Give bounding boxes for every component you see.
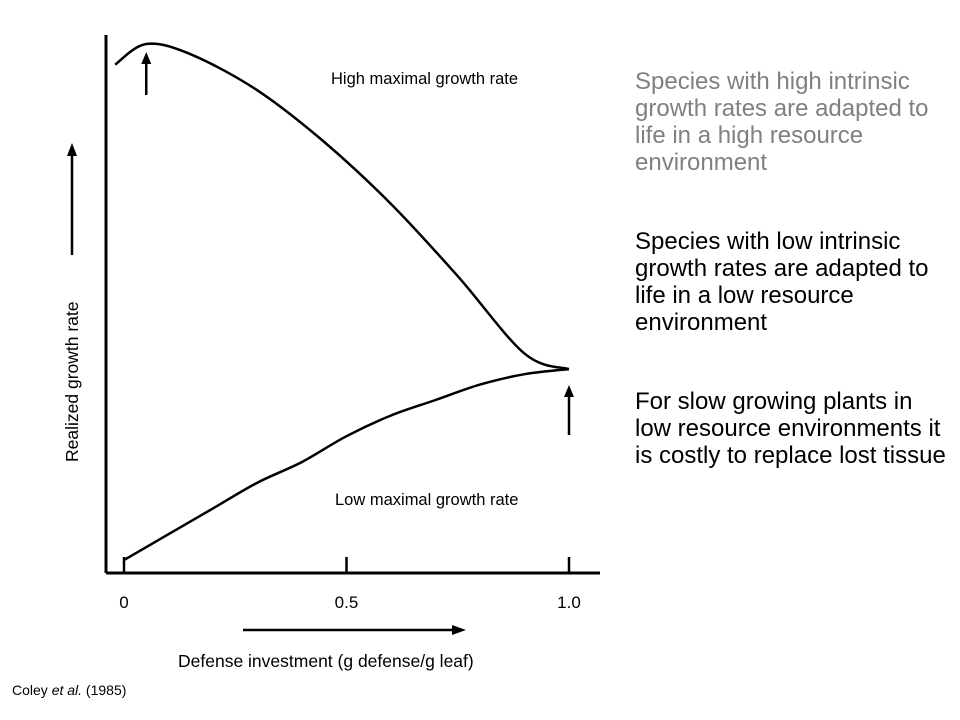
y-axis-title: Realized growth rate: [62, 302, 82, 463]
chart-labels: 0 0.5 1.0 High maximal growth rate Low maxim…: [62, 70, 581, 671]
x-tick-label: 1.0: [557, 593, 581, 612]
note-slow-growing: For slow growing plants in low resource …: [635, 388, 946, 469]
high-growth-label: High maximal growth rate: [331, 70, 518, 88]
annotation-arrows: [67, 52, 574, 635]
high-growth-curve: [114, 42, 570, 371]
chart-axes: [104, 35, 600, 575]
annotation-arrowhead: [141, 52, 152, 64]
x-tick-label: 0.5: [335, 593, 359, 612]
citation: Coley et al. (1985): [12, 682, 126, 698]
annotation-arrowhead: [564, 385, 574, 397]
note-low-resource: Species with low intrinsic growth rates …: [635, 228, 929, 336]
note-high-resource: Species with high intrinsic growth rates…: [635, 68, 929, 176]
citation-etal: et al.: [51, 682, 83, 698]
low-growth-label: Low maximal growth rate: [335, 491, 518, 509]
x-tick-label: 0: [119, 593, 128, 612]
low-growth-curve: [123, 367, 570, 562]
x-ticks: [122, 557, 571, 573]
citation-author: Coley: [12, 682, 52, 698]
y-axis-title-arrowhead: [67, 143, 77, 156]
chart-series: [114, 42, 570, 562]
x-axis-title: Defense investment (g defense/g leaf): [178, 651, 474, 671]
citation-year: (1985): [82, 682, 127, 698]
x-axis-title-arrowhead: [452, 625, 466, 635]
